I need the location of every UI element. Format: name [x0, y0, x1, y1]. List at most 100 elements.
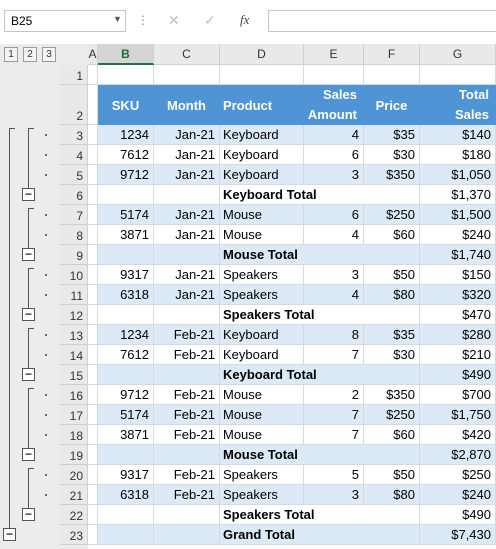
cell-month[interactable]: Feb-21 [154, 465, 220, 485]
cell-a13[interactable] [88, 325, 98, 345]
cell-sku[interactable]: 5174 [98, 205, 154, 225]
cell-a20[interactable] [88, 465, 98, 485]
cell-price[interactable]: $350 [364, 165, 420, 185]
cell-a3[interactable] [88, 125, 98, 145]
row-header-13[interactable]: 13 [60, 325, 88, 345]
row-header-21[interactable]: 21 [60, 485, 88, 505]
cell-blank[interactable] [304, 65, 364, 85]
fx-icon[interactable]: fx [240, 12, 250, 27]
cell-total[interactable]: $420 [420, 425, 496, 445]
header-sku[interactable]: SKU [98, 85, 154, 125]
cell-amount[interactable]: 6 [304, 145, 364, 165]
cell-total[interactable]: $140 [420, 125, 496, 145]
cell-month[interactable]: Feb-21 [154, 405, 220, 425]
cell-a18[interactable] [88, 425, 98, 445]
cell-product[interactable]: Mouse [220, 225, 304, 245]
row-header-3[interactable]: 3 [60, 125, 88, 145]
cell-sku[interactable]: 1234 [98, 125, 154, 145]
collapse-group-button[interactable]: − [22, 188, 35, 201]
subtotal-value[interactable]: $490 [420, 365, 496, 385]
collapse-group-button[interactable]: − [22, 368, 35, 381]
row-header-5[interactable]: 5 [60, 165, 88, 185]
subtotal-value[interactable]: $490 [420, 505, 496, 525]
cell-a11[interactable] [88, 285, 98, 305]
cell-amount[interactable]: 3 [304, 265, 364, 285]
subtotal-label[interactable]: Keyboard Total [220, 365, 420, 385]
row-header-7[interactable]: 7 [60, 205, 88, 225]
cell-amount[interactable]: 7 [304, 425, 364, 445]
cell-amount[interactable]: 3 [304, 165, 364, 185]
cell-sku[interactable]: 7612 [98, 345, 154, 365]
cell-total[interactable]: $240 [420, 485, 496, 505]
cell-price[interactable]: $50 [364, 265, 420, 285]
cell-sku[interactable]: 3871 [98, 225, 154, 245]
cell-a14[interactable] [88, 345, 98, 365]
cell-product[interactable]: Mouse [220, 405, 304, 425]
cell-month[interactable]: Jan-21 [154, 225, 220, 245]
cell-blank[interactable] [98, 185, 154, 205]
row-header-1[interactable]: 1 [60, 65, 88, 85]
subtotal-label[interactable]: Speakers Total [220, 305, 420, 325]
cell-month[interactable]: Feb-21 [154, 485, 220, 505]
cell-price[interactable]: $35 [364, 325, 420, 345]
subtotal-value[interactable]: $1,370 [420, 185, 496, 205]
collapse-group-button[interactable]: − [22, 448, 35, 461]
cell-product[interactable]: Keyboard [220, 125, 304, 145]
cell-sku[interactable]: 1234 [98, 325, 154, 345]
row-header-12[interactable]: 12 [60, 305, 88, 325]
cell-amount[interactable]: 5 [304, 465, 364, 485]
cell-price[interactable]: $30 [364, 345, 420, 365]
chevron-down-icon[interactable]: ▼ [113, 14, 122, 24]
subtotal-label[interactable]: Keyboard Total [220, 185, 420, 205]
outline-level-3-button[interactable]: 3 [42, 47, 56, 62]
cell-product[interactable]: Keyboard [220, 325, 304, 345]
cell-blank[interactable] [98, 305, 154, 325]
row-header-10[interactable]: 10 [60, 265, 88, 285]
subtotal-value[interactable]: $2,870 [420, 445, 496, 465]
column-header-f[interactable]: F [364, 44, 420, 65]
cell-a19[interactable] [88, 445, 98, 465]
cell-a5[interactable] [88, 165, 98, 185]
cell-total[interactable]: $1,050 [420, 165, 496, 185]
cell-price[interactable]: $50 [364, 465, 420, 485]
header-price[interactable]: Price [364, 85, 420, 125]
cell-product[interactable]: Mouse [220, 425, 304, 445]
cell-blank[interactable] [154, 365, 220, 385]
row-header-4[interactable]: 4 [60, 145, 88, 165]
name-box[interactable]: B25 ▼ [4, 10, 126, 32]
cell-total[interactable]: $280 [420, 325, 496, 345]
collapse-group-button[interactable]: − [22, 248, 35, 261]
collapse-group-button[interactable]: − [22, 508, 35, 521]
cell-amount[interactable]: 7 [304, 345, 364, 365]
cell-a21[interactable] [88, 485, 98, 505]
cell-price[interactable]: $35 [364, 125, 420, 145]
cell-blank[interactable] [364, 65, 420, 85]
cell-sku[interactable]: 9317 [98, 465, 154, 485]
row-header-22[interactable]: 22 [60, 505, 88, 525]
row-header-17[interactable]: 17 [60, 405, 88, 425]
cell-a9[interactable] [88, 245, 98, 265]
header-product[interactable]: Product [220, 85, 304, 125]
subtotal-label[interactable]: Speakers Total [220, 505, 420, 525]
cell-amount[interactable]: 2 [304, 385, 364, 405]
cell-blank[interactable] [98, 365, 154, 385]
cell-sku[interactable]: 9317 [98, 265, 154, 285]
cell-total[interactable]: $210 [420, 345, 496, 365]
cell-price[interactable]: $60 [364, 225, 420, 245]
cell-price[interactable]: $250 [364, 405, 420, 425]
cell-month[interactable]: Feb-21 [154, 425, 220, 445]
cell-a7[interactable] [88, 205, 98, 225]
cell-price[interactable]: $80 [364, 485, 420, 505]
cell-product[interactable]: Speakers [220, 285, 304, 305]
cell-blank[interactable] [154, 65, 220, 85]
cell-amount[interactable]: 4 [304, 225, 364, 245]
cell-sku[interactable]: 7612 [98, 145, 154, 165]
cell-month[interactable]: Feb-21 [154, 345, 220, 365]
cell-price[interactable]: $30 [364, 145, 420, 165]
row-header-18[interactable]: 18 [60, 425, 88, 445]
row-header-20[interactable]: 20 [60, 465, 88, 485]
column-header-d[interactable]: D [220, 44, 304, 65]
cell-price[interactable]: $350 [364, 385, 420, 405]
cell-sku[interactable]: 6318 [98, 485, 154, 505]
column-header-b[interactable]: B [98, 44, 154, 65]
